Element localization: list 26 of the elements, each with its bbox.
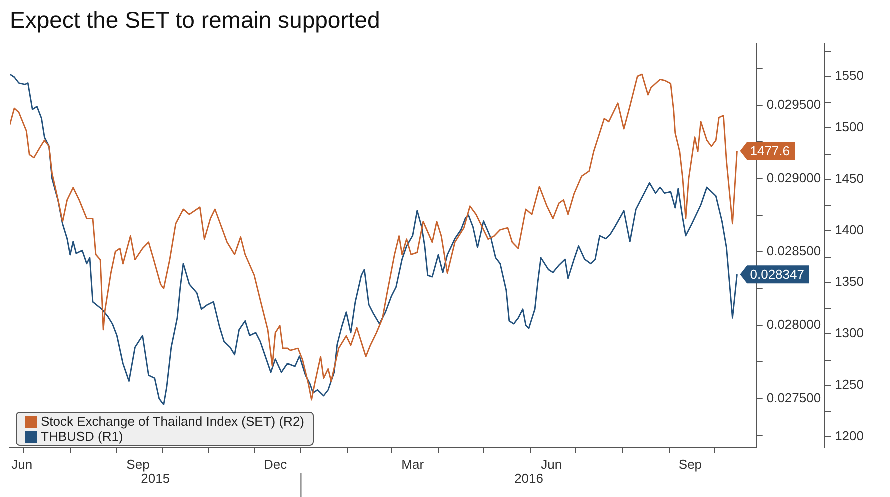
x-tick-label: Dec bbox=[264, 456, 288, 472]
y2-tick-label: 1350 bbox=[835, 274, 864, 290]
legend-label: THBUSD (R1) bbox=[41, 429, 124, 444]
y2-tick-label: 1400 bbox=[835, 222, 864, 238]
y2-tick-label: 1300 bbox=[835, 326, 864, 341]
chart-title: Expect the SET to remain supported bbox=[10, 7, 380, 34]
data-label: 0.028347 bbox=[750, 267, 804, 282]
y-tick-label: 0.027500 bbox=[766, 390, 822, 406]
x-tick-label: Sep bbox=[678, 456, 702, 472]
x-tick-label: Sep bbox=[126, 456, 150, 472]
y2-tick-label: 1200 bbox=[835, 428, 864, 444]
y2-tick-label: 1250 bbox=[835, 377, 864, 392]
y-tick-label: 0.028500 bbox=[766, 244, 822, 259]
y2-tick-label: 1550 bbox=[835, 68, 864, 84]
legend-label: Stock Exchange of Thailand Index (SET) (R2) bbox=[41, 414, 304, 430]
text: 2016 bbox=[514, 471, 544, 486]
y2-tick-label: 1500 bbox=[835, 120, 864, 135]
y-tick-label: 0.029500 bbox=[766, 96, 822, 112]
y-tick-label: 0.028000 bbox=[766, 317, 822, 332]
y-tick-label: 0.029000 bbox=[766, 170, 822, 186]
x-tick-label: Mar bbox=[402, 456, 425, 472]
x-tick-label: Jun bbox=[12, 456, 33, 472]
x-tick-label: Jun bbox=[541, 456, 562, 472]
data-label: 1477.6 bbox=[750, 144, 790, 159]
y2-tick-label: 1450 bbox=[835, 171, 864, 186]
text: 2015 bbox=[141, 471, 170, 486]
